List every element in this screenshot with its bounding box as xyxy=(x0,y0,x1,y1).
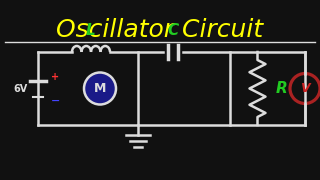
Text: M: M xyxy=(94,82,106,95)
Text: −: − xyxy=(51,96,60,105)
Text: 6V: 6V xyxy=(13,84,27,93)
Text: L: L xyxy=(86,23,96,38)
Text: +: + xyxy=(51,71,59,82)
Text: C: C xyxy=(167,23,179,38)
Text: V: V xyxy=(300,82,310,95)
Circle shape xyxy=(290,73,320,104)
Text: R: R xyxy=(276,81,287,96)
Text: Oscillator Circuit: Oscillator Circuit xyxy=(56,18,264,42)
Circle shape xyxy=(84,73,116,105)
